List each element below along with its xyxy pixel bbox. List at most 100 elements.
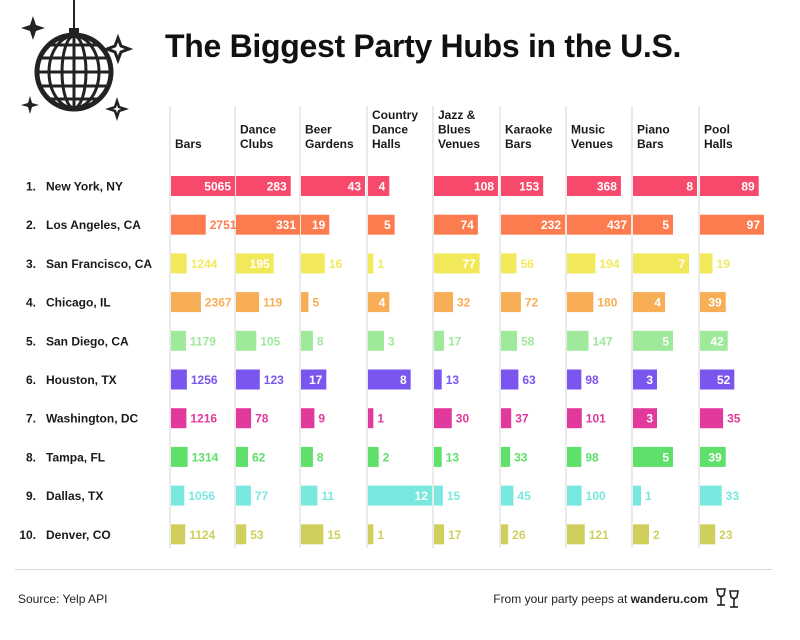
data-label: 26 [512, 528, 526, 542]
data-label: 52 [717, 373, 731, 387]
data-label: 1056 [188, 489, 215, 503]
data-label: 5 [384, 218, 391, 232]
bar [301, 485, 318, 506]
bar [434, 485, 443, 506]
bar [567, 485, 582, 506]
data-label: 331 [276, 218, 296, 232]
bar [171, 176, 235, 196]
city-label: Chicago, IL [46, 296, 111, 310]
bar [368, 292, 390, 313]
bar [633, 408, 657, 429]
data-label: 5 [662, 218, 669, 232]
data-label: 13 [446, 450, 460, 464]
data-label: 37 [515, 412, 529, 426]
data-label: 7 [678, 257, 685, 271]
city-label: Tampa, FL [46, 450, 105, 464]
bar [633, 369, 657, 390]
city-label: Los Angeles, CA [46, 218, 141, 232]
data-label: 1 [377, 257, 384, 271]
data-label: 1179 [190, 334, 216, 348]
bar [171, 253, 187, 274]
bar [567, 253, 596, 274]
bar [633, 330, 673, 351]
data-label: 63 [522, 373, 536, 387]
data-label: 9 [318, 412, 325, 426]
bar [567, 446, 582, 467]
data-label: 43 [348, 180, 362, 194]
bar [301, 253, 325, 274]
city-label: New York, NY [46, 180, 123, 194]
bar [633, 485, 641, 506]
sparkle-icon [102, 33, 134, 65]
city-label: Dallas, TX [46, 489, 103, 503]
data-label: 17 [309, 373, 323, 387]
data-label: 13 [446, 373, 460, 387]
bar [501, 446, 511, 467]
bar [700, 485, 722, 506]
data-label: 42 [710, 334, 724, 348]
data-label: 8 [317, 450, 324, 464]
bar [368, 446, 379, 467]
bar [700, 176, 759, 196]
bar [171, 330, 186, 351]
data-label: 97 [747, 218, 761, 232]
bar [501, 524, 509, 545]
credit-brand: wanderu.com [630, 592, 708, 606]
bar [236, 369, 260, 390]
data-label: 1216 [190, 412, 217, 426]
bar [700, 446, 726, 467]
bar [368, 330, 384, 351]
data-label: 33 [514, 450, 528, 464]
city-label: San Francisco, CA [46, 257, 152, 271]
bar [171, 292, 201, 313]
data-label: 78 [255, 412, 269, 426]
bar [236, 214, 300, 235]
data-label: 2367 [205, 296, 232, 310]
bar [501, 253, 517, 274]
city-label: Houston, TX [46, 373, 117, 387]
column-header: Clubs [240, 137, 274, 151]
column-header: Beer [305, 123, 332, 137]
data-label: 4 [379, 180, 386, 194]
data-label: 1 [645, 489, 652, 503]
column-header: Venues [438, 137, 480, 151]
bar [700, 214, 764, 235]
rank-label: 5. [26, 334, 36, 348]
data-label: 39 [708, 296, 722, 310]
bar [434, 408, 452, 429]
bar [236, 408, 252, 429]
data-label: 3 [646, 373, 653, 387]
data-label: 58 [521, 334, 535, 348]
bar [236, 485, 251, 506]
bar [633, 214, 673, 235]
data-label: 2 [383, 450, 390, 464]
bar [368, 408, 374, 429]
data-label: 74 [460, 218, 474, 232]
bar [567, 524, 585, 545]
data-label: 119 [263, 296, 283, 310]
data-label: 2751 [210, 218, 237, 232]
data-label: 98 [585, 450, 599, 464]
city-label: San Diego, CA [46, 334, 129, 348]
data-label: 5 [662, 450, 669, 464]
data-label: 3 [388, 334, 395, 348]
data-label: 33 [726, 489, 740, 503]
column-header: Music [571, 123, 605, 137]
bar [171, 446, 188, 467]
bar [434, 524, 445, 545]
bar [301, 176, 365, 196]
bar [171, 369, 187, 390]
bar [501, 485, 514, 506]
data-label: 232 [541, 218, 561, 232]
bar [236, 176, 291, 196]
data-label: 17 [448, 334, 462, 348]
data-label: 8 [686, 180, 693, 194]
bar [633, 524, 649, 545]
data-label: 39 [708, 450, 722, 464]
data-label: 147 [593, 334, 613, 348]
column-header: Gardens [305, 137, 354, 151]
data-label: 98 [585, 373, 599, 387]
data-label: 2 [653, 528, 660, 542]
bar [171, 524, 186, 545]
bar [633, 176, 697, 196]
